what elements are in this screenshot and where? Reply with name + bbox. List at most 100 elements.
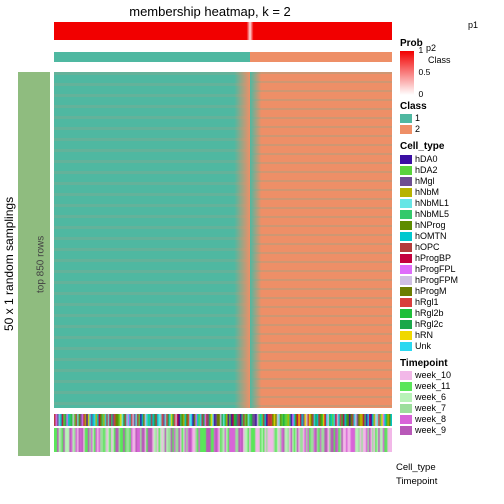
legend-item: 2 bbox=[400, 124, 502, 135]
legend-label: hProgFPL bbox=[415, 264, 456, 274]
legend-swatch bbox=[400, 371, 412, 380]
legend-label: hDA2 bbox=[415, 165, 438, 175]
legend-item: hProgFPM bbox=[400, 275, 502, 286]
legend-swatch bbox=[400, 276, 412, 285]
bottom-annotation-timepoint bbox=[54, 428, 392, 452]
legend-item: week_6 bbox=[400, 392, 502, 403]
legend-item: hDA2 bbox=[400, 165, 502, 176]
legend-item: hRgl1 bbox=[400, 297, 502, 308]
legend-item: hRN bbox=[400, 330, 502, 341]
top-annotation-prob bbox=[54, 22, 392, 40]
legend-label: week_10 bbox=[415, 370, 451, 380]
legend-prob-tick: 0 bbox=[419, 90, 424, 100]
legend-label: hMgl bbox=[415, 176, 435, 186]
legend-item: hNbM bbox=[400, 187, 502, 198]
legend-item: week_8 bbox=[400, 414, 502, 425]
legend-swatch bbox=[400, 114, 412, 123]
legend-label: hProgFPM bbox=[415, 275, 458, 285]
legend-item: hNProg bbox=[400, 220, 502, 231]
legend-swatch bbox=[400, 287, 412, 296]
bottom-label-timepoint: Timepoint bbox=[396, 476, 437, 487]
legend-item: hOMTN bbox=[400, 231, 502, 242]
legends-panel: p1 Prob 10.50 p2 Class Class 12 Cell_typ… bbox=[400, 20, 502, 436]
legend-celltype-items: hDA0hDA2hMglhNbMhNbML1hNbML5hNProghOMTNh… bbox=[400, 154, 502, 352]
legend-swatch bbox=[400, 331, 412, 340]
legend-prob-tick: 0.5 bbox=[419, 68, 431, 78]
legend-label: hProgM bbox=[415, 286, 447, 296]
legend-swatch bbox=[400, 265, 412, 274]
legend-prob-gradient bbox=[400, 51, 414, 95]
legend-item: week_10 bbox=[400, 370, 502, 381]
legend-swatch bbox=[400, 320, 412, 329]
legend-label: hRgl1 bbox=[415, 297, 439, 307]
legend-item: hProgFPL bbox=[400, 264, 502, 275]
legend-celltype-title: Cell_type bbox=[400, 141, 502, 153]
top-annotation-class bbox=[54, 52, 392, 62]
legend-prob-tick: 1 bbox=[419, 46, 424, 56]
legend-swatch bbox=[400, 426, 412, 435]
legend-swatch bbox=[400, 221, 412, 230]
bottom-annotation-celltype bbox=[54, 414, 392, 426]
legend-swatch bbox=[400, 210, 412, 219]
plot-area bbox=[54, 22, 392, 458]
y-axis-label-inner: top 850 rows bbox=[34, 72, 48, 456]
legend-item: hProgM bbox=[400, 286, 502, 297]
legend-label: week_6 bbox=[415, 392, 446, 402]
legend-item: week_9 bbox=[400, 425, 502, 436]
legend-label: hOPC bbox=[415, 242, 440, 252]
legend-item: 1 bbox=[400, 113, 502, 124]
legend-label: 2 bbox=[415, 124, 420, 134]
legend-label: Unk bbox=[415, 341, 431, 351]
legend-label: 1 bbox=[415, 113, 420, 123]
legend-swatch bbox=[400, 243, 412, 252]
legend-swatch bbox=[400, 393, 412, 402]
legend-item: hRgl2c bbox=[400, 319, 502, 330]
legend-swatch bbox=[400, 382, 412, 391]
legend-label: week_8 bbox=[415, 414, 446, 424]
legend-label: hProgBP bbox=[415, 253, 451, 263]
legend-label: week_11 bbox=[415, 381, 450, 391]
legend-class-title: Class bbox=[400, 101, 502, 113]
legend-label: hNbM bbox=[415, 187, 439, 197]
legend-label: hDA0 bbox=[415, 154, 438, 164]
legend-item: hNbML1 bbox=[400, 198, 502, 209]
legend-item: hOPC bbox=[400, 242, 502, 253]
legend-swatch bbox=[400, 177, 412, 186]
legend-class-items: 12 bbox=[400, 113, 502, 135]
overlap-p2: p2 bbox=[426, 43, 436, 53]
legend-swatch bbox=[400, 199, 412, 208]
legend-item: hNbML5 bbox=[400, 209, 502, 220]
legend-swatch bbox=[400, 125, 412, 134]
legend-label: week_7 bbox=[415, 403, 446, 413]
legend-label: hNbML1 bbox=[415, 198, 449, 208]
legend-label: hOMTN bbox=[415, 231, 447, 241]
overlap-class: Class bbox=[428, 55, 451, 65]
legend-label: hRN bbox=[415, 330, 433, 340]
legend-item: hDA0 bbox=[400, 154, 502, 165]
legend-item: Unk bbox=[400, 341, 502, 352]
legend-swatch bbox=[400, 166, 412, 175]
legend-item: week_11 bbox=[400, 381, 502, 392]
legend-swatch bbox=[400, 404, 412, 413]
bottom-label-celltype: Cell_type bbox=[396, 462, 436, 473]
legend-swatch bbox=[400, 254, 412, 263]
legend-swatch bbox=[400, 188, 412, 197]
legend-item: hProgBP bbox=[400, 253, 502, 264]
top-annotation-gap bbox=[54, 40, 392, 52]
legend-label: hRgl2c bbox=[415, 319, 443, 329]
plot-title: membership heatmap, k = 2 bbox=[0, 4, 420, 19]
heatmap-body bbox=[54, 72, 392, 408]
legend-label: hNbML5 bbox=[415, 209, 449, 219]
legend-item: week_7 bbox=[400, 403, 502, 414]
legend-timepoint-items: week_10week_11week_6week_7week_8week_9 bbox=[400, 370, 502, 436]
legend-prob-title: Prob bbox=[400, 38, 502, 50]
legend-swatch bbox=[400, 309, 412, 318]
legend-label: hNProg bbox=[415, 220, 446, 230]
legend-item: hRgl2b bbox=[400, 308, 502, 319]
legend-swatch bbox=[400, 415, 412, 424]
legend-swatch bbox=[400, 232, 412, 241]
legend-timepoint-title: Timepoint bbox=[400, 358, 502, 370]
legend-label: week_9 bbox=[415, 425, 446, 435]
legend-item: hMgl bbox=[400, 176, 502, 187]
legend-label: hRgl2b bbox=[415, 308, 444, 318]
